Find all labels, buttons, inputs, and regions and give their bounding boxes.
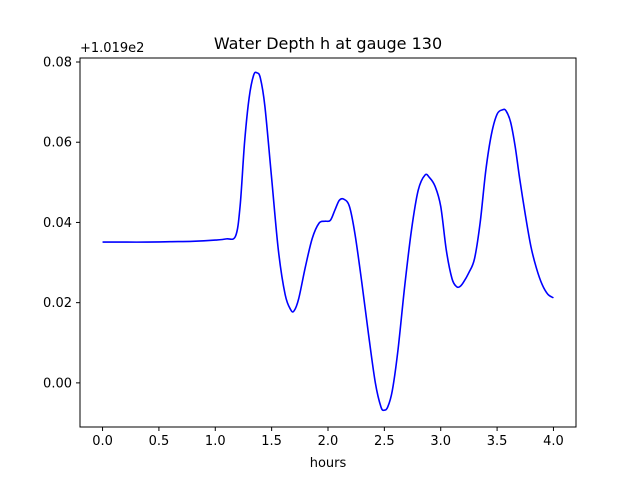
x-axis: 0.0 0.5 1.0 1.5 2.0 2.5 3.0 3.5 4.0 (92, 427, 564, 449)
y-tick-label: 0.02 (43, 296, 72, 311)
y-axis: 0.00 0.02 0.04 0.06 0.08 (43, 56, 80, 391)
x-tick-label: 2.5 (374, 434, 395, 449)
y-tick-label: 0.06 (43, 136, 72, 151)
x-tick-label: 3.5 (487, 434, 508, 449)
chart-title: Water Depth h at gauge 130 (214, 34, 442, 53)
x-tick-label: 2.0 (318, 434, 339, 449)
x-tick-label: 1.5 (261, 434, 282, 449)
x-axis-label: hours (310, 456, 347, 471)
y-tick-label: 0.04 (43, 216, 72, 231)
y-tick-label: 0.00 (43, 376, 72, 391)
x-tick-label: 4.0 (543, 434, 564, 449)
y-axis-offset-label: +1.019e2 (80, 41, 144, 56)
y-tick-label: 0.08 (43, 56, 72, 71)
x-tick-label: 0.0 (92, 434, 113, 449)
x-tick-label: 3.0 (430, 434, 451, 449)
x-tick-label: 1.0 (205, 434, 226, 449)
x-tick-label: 0.5 (149, 434, 170, 449)
water-depth-series-line (102, 71, 554, 412)
series-layer (102, 71, 554, 412)
